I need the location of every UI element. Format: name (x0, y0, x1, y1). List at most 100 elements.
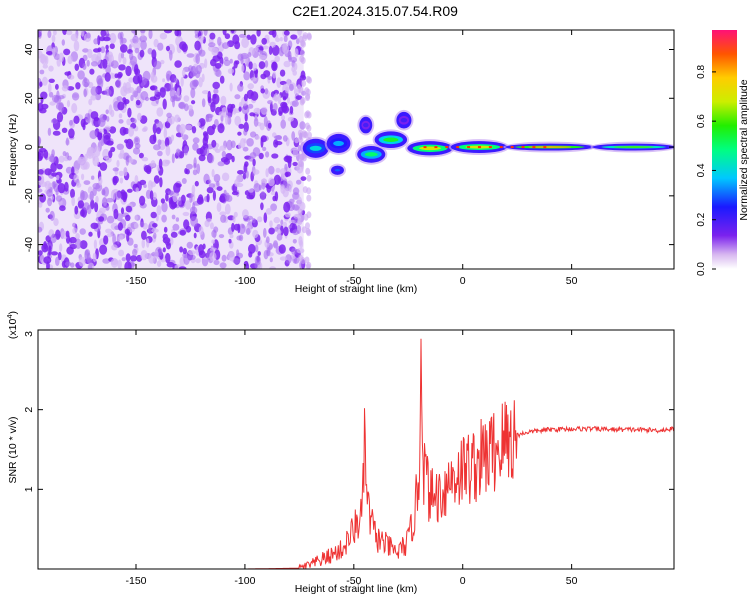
noise-blob (183, 254, 190, 265)
noise-blob (57, 183, 66, 194)
noise-blob (218, 234, 225, 239)
noise-blob (216, 180, 220, 187)
spectrogram-frame (37, 29, 675, 270)
noise-blob (272, 102, 278, 112)
noise-blob (133, 222, 139, 229)
noise-blob (164, 30, 172, 34)
noise-blob (181, 178, 187, 184)
noise-blob (210, 101, 216, 113)
noise-blob (297, 196, 303, 207)
noise-blob (44, 168, 52, 176)
noise-blob (175, 148, 181, 156)
signal-feature (503, 141, 597, 153)
spectrogram-x-ticks: -150 -100 -50 0 50 (126, 30, 578, 287)
noise-blob (229, 58, 233, 64)
noise-blob (125, 253, 131, 262)
noise-blob (287, 116, 294, 122)
noise-blob (51, 34, 56, 43)
noise-blob (260, 178, 268, 183)
noise-blob (89, 130, 98, 140)
noise-blob (178, 196, 182, 206)
noise-blob (269, 266, 277, 269)
spectrogram-area (38, 30, 674, 269)
noise-blob (207, 90, 212, 102)
noise-blob (118, 119, 124, 124)
noise-blob (48, 245, 52, 256)
noise-blob (86, 32, 91, 39)
noise-blob (274, 135, 282, 140)
signal-peak (477, 146, 481, 149)
noise-blob (297, 218, 303, 225)
noise-blob (306, 111, 312, 119)
noise-blob (248, 243, 256, 254)
noise-blob (213, 88, 219, 94)
noise-blob (190, 216, 199, 227)
noise-blob (61, 85, 69, 92)
noise-blob (258, 61, 266, 70)
noise-blob (166, 73, 171, 82)
noise-blob (159, 32, 168, 40)
noise-blob (195, 64, 202, 75)
noise-blob (133, 42, 141, 50)
noise-blob (140, 30, 146, 34)
noise-blob (87, 112, 91, 124)
noise-blob (78, 256, 86, 267)
noise-blob (48, 65, 54, 72)
noise-blob (236, 249, 240, 257)
noise-blob (158, 158, 163, 170)
noise-blob (198, 244, 204, 256)
noise-blob (139, 35, 148, 43)
snr-x-label: Height of straight line (km) (295, 583, 418, 595)
noise-blob (296, 248, 305, 254)
noise-blob (162, 247, 166, 253)
noise-blob (38, 150, 44, 160)
noise-blob (203, 132, 209, 142)
noise-blob (245, 263, 250, 269)
noise-blob (175, 217, 180, 222)
noise-blob (232, 258, 241, 264)
noise-blob (119, 36, 124, 46)
noise-blob (263, 227, 267, 238)
noise-blob (217, 123, 225, 134)
noise-blob (297, 208, 303, 216)
noise-blob (234, 115, 241, 126)
noise-blob (183, 95, 190, 102)
noise-blob (159, 177, 163, 188)
noise-blob (114, 191, 122, 200)
noise-blob (207, 179, 212, 184)
spectrogram-panel: -150 -100 -50 0 50 -40 -20 0 20 40 Height of str… (7, 29, 675, 295)
noise-blob (116, 96, 123, 102)
noise-blob (116, 160, 120, 168)
noise-blob (238, 223, 246, 235)
noise-blob (241, 105, 250, 115)
noise-blob (304, 256, 310, 264)
noise-blob (250, 91, 259, 101)
noise-blob (100, 46, 106, 54)
x-tick-label: -100 (234, 575, 255, 587)
noise-blob (151, 49, 157, 60)
noise-blob (189, 193, 193, 203)
noise-blob (288, 219, 296, 224)
noise-blob (276, 233, 283, 241)
noise-blob (140, 40, 147, 51)
noise-blob (298, 135, 303, 143)
noise-blob (305, 167, 311, 175)
noise-blob (71, 166, 75, 176)
noise-blob (170, 231, 178, 238)
noise-blob (302, 186, 308, 194)
noise-blob (297, 30, 302, 36)
noise-blob (111, 244, 118, 251)
snr-frame (37, 329, 675, 570)
noise-blob (268, 165, 275, 175)
noise-blob (109, 32, 117, 44)
noise-blob (106, 116, 110, 122)
noise-blob (238, 106, 242, 112)
noise-blob (50, 162, 57, 173)
noise-blob (117, 101, 125, 111)
noise-blob (251, 217, 256, 224)
noise-blob (66, 100, 71, 108)
noise-blob (102, 36, 111, 42)
signal-peak (434, 146, 438, 149)
noise-blob (112, 175, 119, 184)
noise-blob (82, 78, 90, 88)
